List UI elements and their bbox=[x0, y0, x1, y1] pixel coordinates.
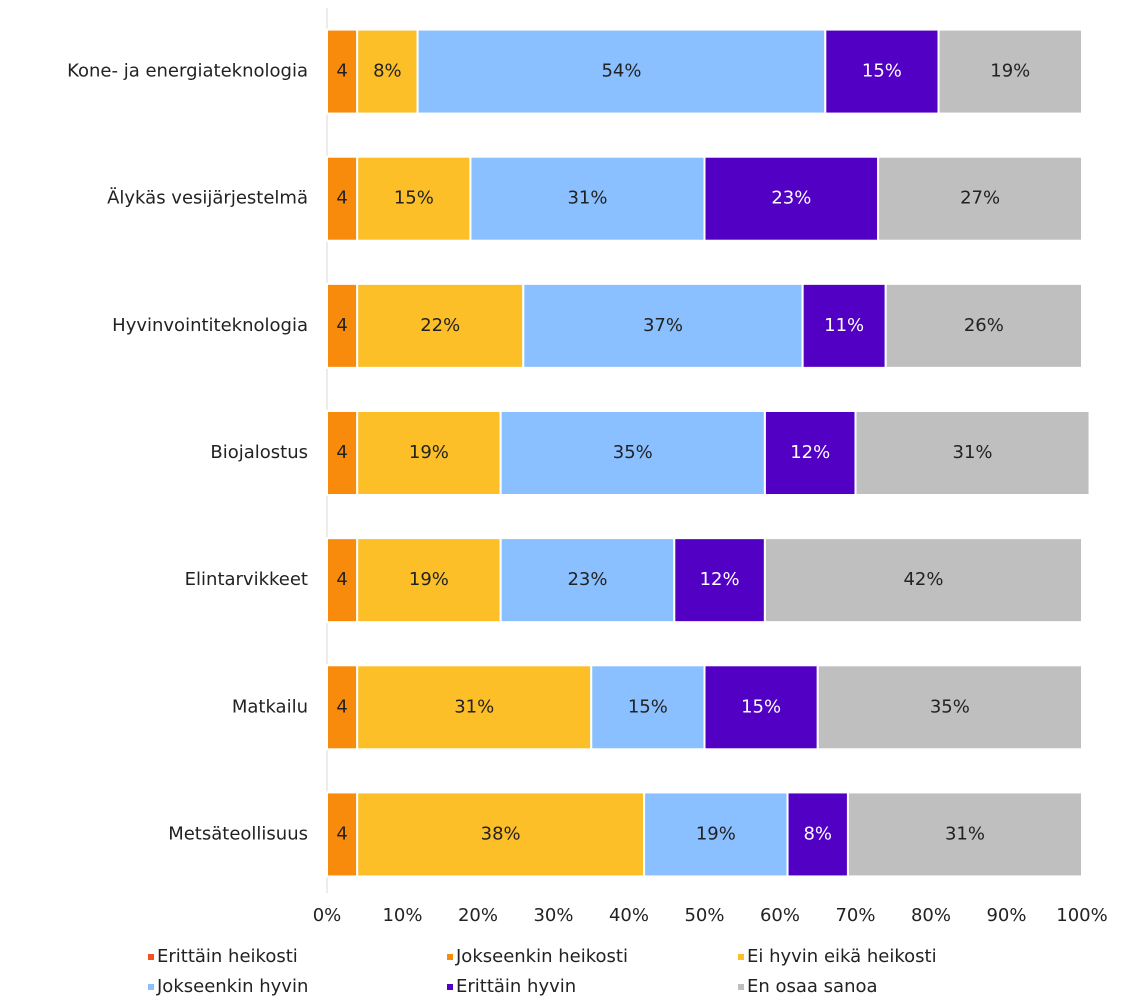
data-label: 27% bbox=[960, 188, 1000, 209]
bar-segment bbox=[522, 282, 804, 369]
data-label: 12% bbox=[700, 569, 740, 590]
x-tick-label: 0% bbox=[313, 905, 342, 926]
data-label: 23% bbox=[567, 569, 607, 590]
x-tick-label: 100% bbox=[1056, 905, 1107, 926]
data-label: 35% bbox=[613, 442, 653, 463]
x-tick-label: 90% bbox=[986, 905, 1026, 926]
y-tick-label: Biojalostus bbox=[210, 442, 308, 463]
data-label: 15% bbox=[741, 696, 781, 717]
bar-segment bbox=[356, 791, 646, 878]
data-label: 4 bbox=[336, 315, 347, 336]
data-label: 31% bbox=[953, 442, 993, 463]
bar-segment bbox=[326, 282, 359, 369]
x-tick-label: 80% bbox=[911, 905, 951, 926]
bar-segment bbox=[673, 537, 766, 624]
data-label: 31% bbox=[567, 188, 607, 209]
data-label: 35% bbox=[930, 696, 970, 717]
bar-segment bbox=[590, 664, 706, 751]
bar-segment bbox=[416, 28, 827, 115]
legend-label: En osaa sanoa bbox=[747, 976, 878, 997]
y-tick-label: Matkailu bbox=[232, 696, 308, 717]
data-label: 19% bbox=[409, 442, 449, 463]
legend-marker bbox=[447, 954, 453, 960]
data-label: 19% bbox=[696, 823, 736, 844]
bar-segment bbox=[763, 410, 857, 496]
data-label: 8% bbox=[803, 823, 832, 844]
data-label: 4 bbox=[336, 823, 347, 844]
legend-label: Jokseenkin hyvin bbox=[156, 976, 308, 997]
bar-segment bbox=[703, 664, 819, 751]
data-label: 4 bbox=[336, 442, 347, 463]
bar-segment bbox=[763, 537, 1084, 624]
data-label: 4 bbox=[336, 696, 347, 717]
data-label: 22% bbox=[420, 315, 460, 336]
data-label: 11% bbox=[824, 315, 864, 336]
bar-segment bbox=[854, 410, 1091, 496]
bar-segment bbox=[846, 791, 1084, 878]
bar-segment bbox=[499, 410, 766, 496]
bar-segment bbox=[801, 282, 887, 369]
data-label: 31% bbox=[945, 823, 985, 844]
x-tick-label: 30% bbox=[533, 905, 573, 926]
x-tick-label: 60% bbox=[760, 905, 800, 926]
legend-label: Erittäin heikosti bbox=[157, 946, 298, 967]
data-label: 15% bbox=[628, 696, 668, 717]
data-label: 8% bbox=[373, 61, 402, 82]
legend-marker bbox=[148, 954, 154, 960]
bar-segment bbox=[643, 791, 789, 878]
legend-marker bbox=[738, 984, 744, 990]
bar-segment bbox=[356, 410, 502, 496]
bar-segment bbox=[499, 537, 676, 624]
legend-marker bbox=[148, 984, 154, 990]
y-tick-label: Elintarvikkeet bbox=[185, 569, 308, 590]
data-label: 4 bbox=[336, 61, 347, 82]
bar-segment bbox=[326, 664, 359, 751]
bar-segment bbox=[356, 28, 419, 115]
data-label: 37% bbox=[643, 315, 683, 336]
bar-segment bbox=[786, 791, 849, 878]
data-label: 19% bbox=[990, 61, 1030, 82]
legend-label: Erittäin hyvin bbox=[456, 976, 576, 997]
x-tick-label: 40% bbox=[609, 905, 649, 926]
bar-segment bbox=[356, 664, 593, 751]
data-label: 38% bbox=[481, 823, 521, 844]
bar-segment bbox=[877, 155, 1084, 242]
data-label: 23% bbox=[771, 188, 811, 209]
data-label: 31% bbox=[454, 696, 494, 717]
data-label: 4 bbox=[336, 188, 347, 209]
bar-segment bbox=[703, 155, 880, 242]
data-label: 54% bbox=[601, 61, 641, 82]
bar-segment bbox=[937, 28, 1083, 115]
bar-segment bbox=[326, 537, 359, 624]
x-tick-label: 50% bbox=[684, 905, 724, 926]
legend-label: Ei hyvin eikä heikosti bbox=[747, 946, 937, 967]
data-label: 19% bbox=[409, 569, 449, 590]
bar-segment bbox=[816, 664, 1083, 751]
data-label: 26% bbox=[964, 315, 1004, 336]
data-label: 15% bbox=[394, 188, 434, 209]
data-label: 15% bbox=[862, 61, 902, 82]
y-tick-label: Hyvinvointiteknologia bbox=[112, 315, 308, 336]
data-label: 4 bbox=[336, 569, 347, 590]
data-label: 42% bbox=[903, 569, 943, 590]
y-tick-label: Kone- ja energiateknologia bbox=[67, 61, 308, 82]
bar-segment bbox=[884, 282, 1084, 369]
y-tick-label: Metsäteollisuus bbox=[168, 823, 308, 844]
x-tick-label: 70% bbox=[835, 905, 875, 926]
x-tick-label: 20% bbox=[458, 905, 498, 926]
legend-label: Jokseenkin heikosti bbox=[455, 946, 628, 967]
bar-segment bbox=[326, 410, 359, 496]
y-tick-label: Älykäs vesijärjestelmä bbox=[107, 188, 308, 209]
legend-marker bbox=[447, 984, 453, 990]
legend-marker bbox=[738, 954, 744, 960]
x-tick-label: 10% bbox=[382, 905, 422, 926]
data-label: 12% bbox=[790, 442, 830, 463]
